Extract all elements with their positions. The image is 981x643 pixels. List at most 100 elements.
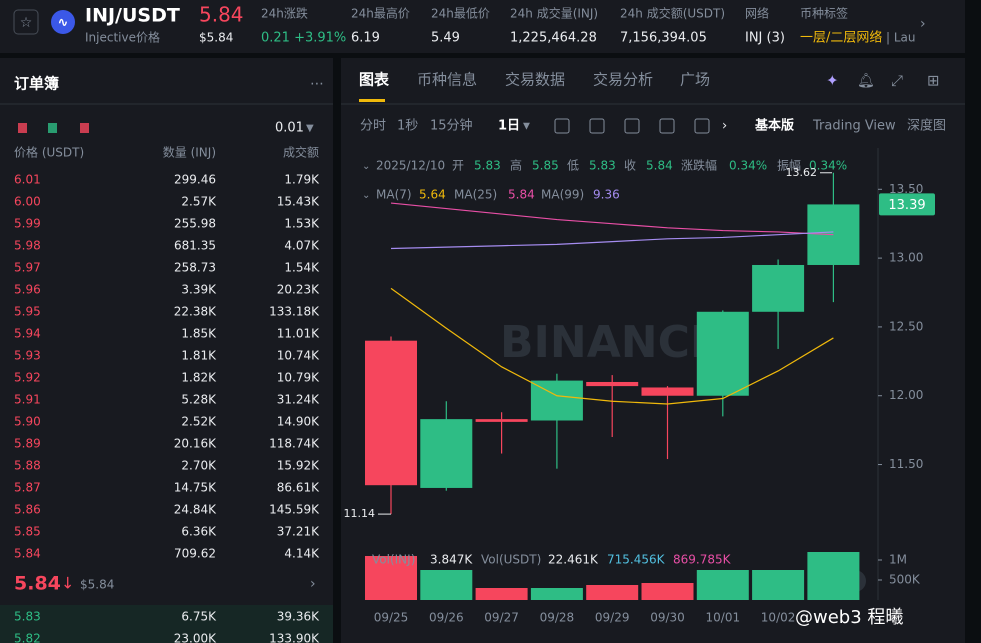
- precision[interactable]: 0.01: [275, 121, 304, 136]
- view[interactable]: 深度图: [907, 118, 946, 134]
- info-label: 高: [510, 158, 522, 173]
- ma-label: MA(25): [454, 188, 497, 202]
- candle-body: [641, 387, 694, 396]
- min-label: 11.14: [344, 507, 376, 520]
- volume-bar: [530, 588, 583, 600]
- volume-value: 869.785K: [673, 553, 732, 567]
- interval[interactable]: 分时: [360, 119, 386, 134]
- ask-cell: 133.18K: [269, 305, 320, 319]
- ask-cell: 10.79K: [277, 371, 320, 385]
- ai-icon[interactable]: ✦: [826, 72, 839, 90]
- y-tick-label: 12.50: [889, 319, 923, 333]
- stat-label: 24h最高价: [351, 6, 410, 21]
- chart-panel: [341, 58, 965, 643]
- last-price: 5.84: [14, 573, 61, 595]
- ask-price: 5.95: [14, 305, 41, 319]
- candle-body: [586, 381, 639, 387]
- info-label: 收: [624, 159, 636, 173]
- star-icon: ☆: [20, 15, 33, 31]
- active-tab-underline: [359, 99, 385, 102]
- toolbar-more[interactable]: ›: [722, 119, 727, 134]
- chevron[interactable]: ›: [920, 16, 926, 32]
- layout-icon[interactable]: [80, 123, 89, 133]
- panel-title: 订单簿: [14, 75, 59, 93]
- ma-value: 5.64: [419, 188, 446, 202]
- ask-price: 5.92: [14, 371, 41, 385]
- stat-extra: | Lau: [886, 31, 916, 45]
- volume-bar: [586, 585, 639, 600]
- ma-line: [390, 202, 834, 236]
- ask-price: 5.97: [14, 261, 41, 275]
- watermark: BINANCE: [500, 317, 720, 368]
- volume-bar: [696, 570, 749, 600]
- tool-icon[interactable]: [554, 118, 570, 134]
- ask-cell: 22.38K: [174, 305, 217, 319]
- info-date: 2025/12/10: [376, 159, 445, 173]
- ask-price: 6.01: [14, 173, 41, 187]
- tab[interactable]: 广场: [680, 71, 710, 89]
- x-tick-label: 09/30: [650, 611, 685, 625]
- price: 5.84: [199, 3, 244, 27]
- bid-price: 5.83: [14, 610, 41, 624]
- down-arrow: ↓: [61, 574, 74, 593]
- stat-label: 24h涨跌: [261, 6, 308, 21]
- stat-value: 一层/二层网络: [800, 30, 882, 46]
- x-tick-label: 09/27: [484, 611, 519, 625]
- favorite-button[interactable]: [13, 9, 39, 35]
- candle-body: [420, 419, 473, 488]
- volume-label: Vol(USDT): [481, 553, 541, 567]
- ask-cell: 145.59K: [269, 503, 320, 517]
- layout-icon[interactable]: [48, 123, 57, 133]
- stat-label: 网络: [745, 6, 769, 21]
- candle-body: [752, 264, 805, 312]
- view[interactable]: Trading View: [812, 119, 896, 134]
- tool-icon[interactable]: [589, 118, 605, 134]
- ask-price: 5.85: [14, 525, 41, 539]
- tool-icon[interactable]: [659, 118, 675, 134]
- info-label: 开: [452, 159, 464, 173]
- ask-cell: 255.98: [174, 217, 216, 231]
- tab[interactable]: 交易数据: [505, 71, 565, 89]
- ask-cell: 1.79K: [284, 173, 320, 187]
- interval[interactable]: 15分钟: [430, 118, 473, 134]
- tool-icon[interactable]: [694, 118, 710, 134]
- coin-logo: [51, 10, 75, 34]
- ask-price: 5.99: [14, 217, 41, 231]
- expand-icon[interactable]: ⤢: [891, 72, 904, 90]
- ask-cell: 1.53K: [284, 217, 320, 231]
- header-bar: [0, 0, 965, 53]
- interval[interactable]: 1日: [498, 119, 520, 134]
- ask-price: 5.87: [14, 481, 41, 495]
- x-tick-label: 09/26: [429, 611, 464, 625]
- ask-cell: 2.70K: [181, 459, 217, 473]
- layout-icon[interactable]: [18, 123, 27, 133]
- info-label: 振幅: [777, 158, 801, 173]
- ma-line: [390, 231, 834, 250]
- ask-price: 6.00: [14, 195, 41, 209]
- chevron[interactable]: ›: [310, 576, 316, 592]
- bell-icon[interactable]: 🔔︎: [857, 73, 875, 89]
- interval[interactable]: 1秒: [397, 119, 418, 134]
- volume-value: 22.461K: [548, 553, 599, 567]
- bid-cell: 6.75K: [181, 610, 217, 624]
- ask-cell: 681.35: [174, 239, 216, 253]
- ask-price: 5.93: [14, 349, 41, 363]
- grid-icon[interactable]: ⊞: [927, 72, 940, 90]
- more-icon[interactable]: ⋯: [310, 76, 324, 92]
- footer-watermark: @web3 程曦: [795, 607, 903, 628]
- stat-value: INJ (3): [745, 31, 785, 46]
- ask-price: 5.89: [14, 437, 41, 451]
- ask-cell: 1.82K: [181, 371, 217, 385]
- tool-icon[interactable]: [624, 118, 640, 134]
- stat-label: 24h 成交量(INJ): [510, 6, 598, 21]
- ask-cell: 2.52K: [181, 415, 217, 429]
- info-value: 5.83: [589, 159, 616, 173]
- bid-cell: 39.36K: [277, 610, 320, 624]
- ask-price: 5.90: [14, 415, 41, 429]
- view[interactable]: 基本版: [754, 118, 794, 134]
- tab[interactable]: 交易分析: [593, 71, 653, 89]
- tab[interactable]: 币种信息: [417, 71, 477, 89]
- tab[interactable]: 图表: [359, 71, 390, 89]
- y-tick-label: 12.00: [889, 388, 923, 402]
- logo-glyph: ∿: [58, 16, 69, 31]
